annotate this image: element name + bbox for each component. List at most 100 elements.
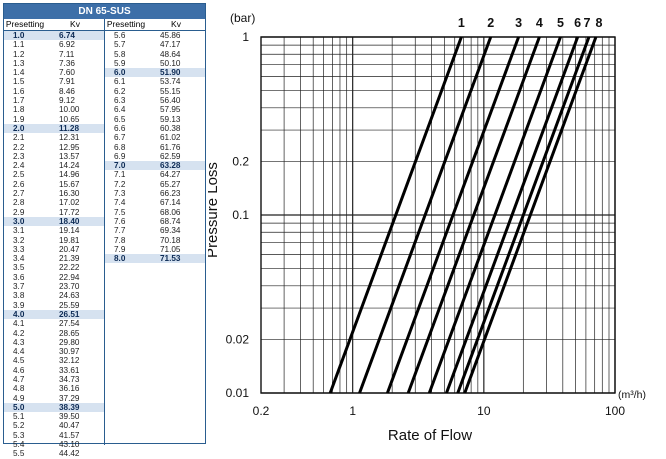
series-line-8 [463,36,598,394]
kv-header: Kv [70,19,80,29]
table-row: 6.6 60.38 [105,124,205,133]
presetting-cell: 2.8 [13,198,25,208]
table-row: 6.9 62.59 [105,152,205,161]
presetting-cell: 1.9 [13,114,25,124]
table-row: 3.6 22.94 [4,273,104,282]
y-tick-label: 0.02 [226,332,250,346]
kv-cell: 41.57 [59,430,80,440]
presetting-cell: 1.5 [13,77,25,87]
kv-cell: 12.31 [59,133,80,143]
kv-cell: 51.90 [160,68,181,78]
presetting-cell: 3.0 [13,216,25,226]
y-tick-label: 1 [242,30,249,44]
table-row: 2.0 11.28 [4,123,104,134]
kv-cell: 23.70 [59,282,80,292]
kv-cell: 47.17 [160,40,181,50]
kv-cell: 70.18 [160,235,181,245]
kv-cell: 7.91 [59,77,75,87]
kv-cell: 28.65 [59,328,80,338]
kv-cell: 37.29 [59,393,80,403]
series-label-2: 2 [487,16,494,30]
kv-cell: 68.74 [160,216,181,226]
table-row: 7.6 68.74 [105,217,205,226]
table-row: 1.8 10.00 [4,105,104,114]
table-row: 5.7 47.17 [105,40,205,49]
presetting-header: Presetting [106,19,146,29]
kv-cell: 59.13 [160,114,181,124]
table-row: 3.5 22.22 [4,263,104,272]
kv-cell: 64.27 [160,170,181,180]
presetting-cell: 4.5 [13,356,25,366]
presetting-cell: 5.8 [114,49,126,59]
table-row: 8.0 71.53 [105,254,205,264]
presetting-cell: 4.1 [13,319,25,329]
presetting-cell: 6.1 [114,77,126,87]
kv-cell: 17.02 [59,198,80,208]
series-label-8: 8 [595,16,602,30]
table-row: 6.8 61.76 [105,143,205,152]
presetting-cell: 1.1 [13,40,25,50]
presetting-cell: 3.3 [13,244,25,254]
y-tick-label: 0.01 [226,386,250,400]
table-row: 2.4 14.24 [4,161,104,170]
table-row: 1.1 6.92 [4,40,104,49]
presetting-cell: 7.3 [114,189,126,199]
kv-cell: 26.51 [59,309,80,319]
kv-cell: 68.06 [160,207,181,217]
presetting-cell: 6.4 [114,105,126,115]
presetting-cell: 4.6 [13,365,25,375]
table-row: 7.2 65.27 [105,180,205,189]
kv-cell: 66.23 [160,189,181,199]
presetting-cell: 8.0 [114,254,126,264]
table-row: 4.6 33.61 [4,366,104,375]
kv-cell: 10.00 [59,105,80,115]
table-row: 5.1 39.50 [4,412,104,421]
kv-cell: 63.28 [160,161,181,171]
presetting-cell: 3.1 [13,226,25,236]
kv-cell: 25.59 [59,300,80,310]
kv-cell: 13.57 [59,151,80,161]
kv-cell: 9.12 [59,96,75,106]
table-row: 2.3 13.57 [4,152,104,161]
table-rows-left: 1.0 6.74 1.1 6.92 1.2 7.11 1.3 7.36 1.4 7.60 1.5 7.… [4,31,104,459]
series-label-7: 7 [583,16,590,30]
kv-cell: 7.60 [59,68,75,78]
series-label-4: 4 [536,16,543,30]
grid-layer [260,36,616,394]
presetting-cell: 3.6 [13,272,25,282]
kv-cell: 19.81 [59,235,80,245]
table-columns: Presetting Kv 1.0 6.74 1.1 6.92 1.2 7.11 1.3 7.… [4,19,205,458]
presetting-cell: 1.0 [13,31,25,40]
kv-cell: 16.30 [59,189,80,199]
y-unit-label: (bar) [230,11,255,25]
pressure-flow-chart: 0.2 1 10 100 0.01 0.02 0.1 0.2 1 1 2 3 4 5 6 7 8 (bar) (… [204,0,666,447]
presetting-cell: 5.2 [13,421,25,431]
table-row: 6.2 55.15 [105,87,205,96]
presetting-cell: 1.4 [13,68,25,78]
presetting-cell: 3.8 [13,291,25,301]
table-row: 1.4 7.60 [4,68,104,77]
y-tick-label: 0.1 [232,208,249,222]
table-row: 2.9 17.72 [4,208,104,217]
table-row: 2.5 14.96 [4,170,104,179]
table-rows-right: 5.6 45.86 5.7 47.17 5.8 48.64 5.9 50.10 6.0 51.90… [105,31,205,264]
presetting-cell: 6.9 [114,151,126,161]
table-row: 1.2 7.11 [4,50,104,59]
kv-cell: 18.40 [59,216,80,226]
presetting-cell: 6.7 [114,133,126,143]
kv-cell: 56.40 [160,96,181,106]
kv-cell: 17.72 [59,207,80,217]
kv-cell: 7.11 [59,49,75,59]
presetting-cell: 4.9 [13,393,25,403]
kv-cell: 33.61 [59,365,80,375]
table-row: 7.4 67.14 [105,198,205,207]
presetting-cell: 2.1 [13,133,25,143]
table-row: 7.7 69.34 [105,226,205,235]
presetting-cell: 5.7 [114,40,126,50]
presetting-cell: 5.4 [13,440,25,450]
kv-cell: 29.80 [59,337,80,347]
x-tick-label: 0.2 [253,404,270,418]
series-line-4 [406,36,541,394]
table-row: 4.9 37.29 [4,394,104,403]
table-row: 4.1 27.54 [4,319,104,328]
